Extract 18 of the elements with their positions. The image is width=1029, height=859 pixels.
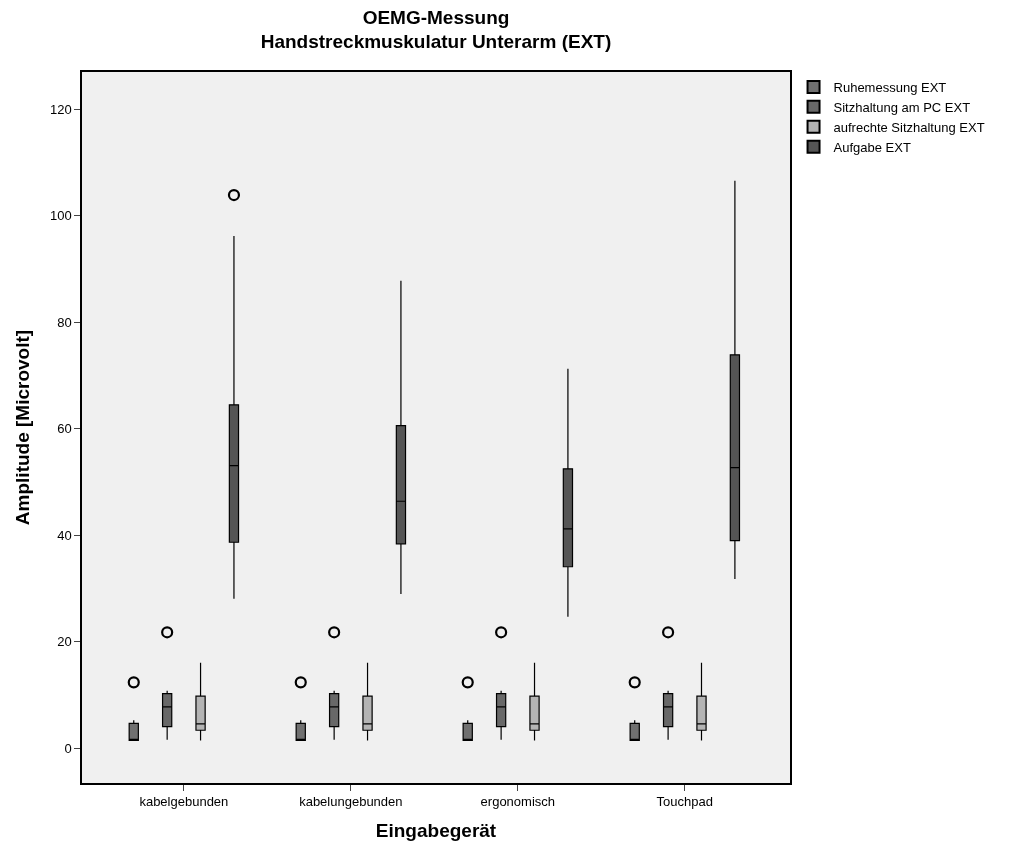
x-tick-label: ergonomisch — [480, 794, 556, 810]
y-tick-label: 20 — [57, 634, 72, 650]
x-tick-label: kabelungebunden — [299, 794, 403, 810]
y-axis-title: Amplitude [Microvolt] — [12, 329, 34, 526]
y-tick-label: 60 — [57, 421, 72, 437]
y-tick-label: 0 — [64, 740, 72, 756]
y-tick-label: 40 — [57, 527, 72, 543]
legend-label: Ruhemessung EXT — [833, 80, 947, 96]
y-tick-label: 80 — [57, 314, 72, 330]
y-tick-label: 100 — [49, 208, 72, 224]
legend-label: aufrechte Sitzhaltung EXT — [833, 119, 985, 135]
x-axis-title: Eingabegerät — [375, 819, 497, 841]
legend-label: Aufgabe EXT — [833, 139, 911, 155]
x-tick-label: kabelgebunden — [139, 794, 229, 810]
y-tick-label: 120 — [49, 101, 72, 117]
chart-title: OEMG-Messung Handstreckmuskulatur Unterarm (EXT) — [260, 6, 612, 53]
x-tick-label: Touchpad — [656, 794, 713, 810]
legend-label: Sitzhaltung am PC EXT — [833, 99, 971, 115]
